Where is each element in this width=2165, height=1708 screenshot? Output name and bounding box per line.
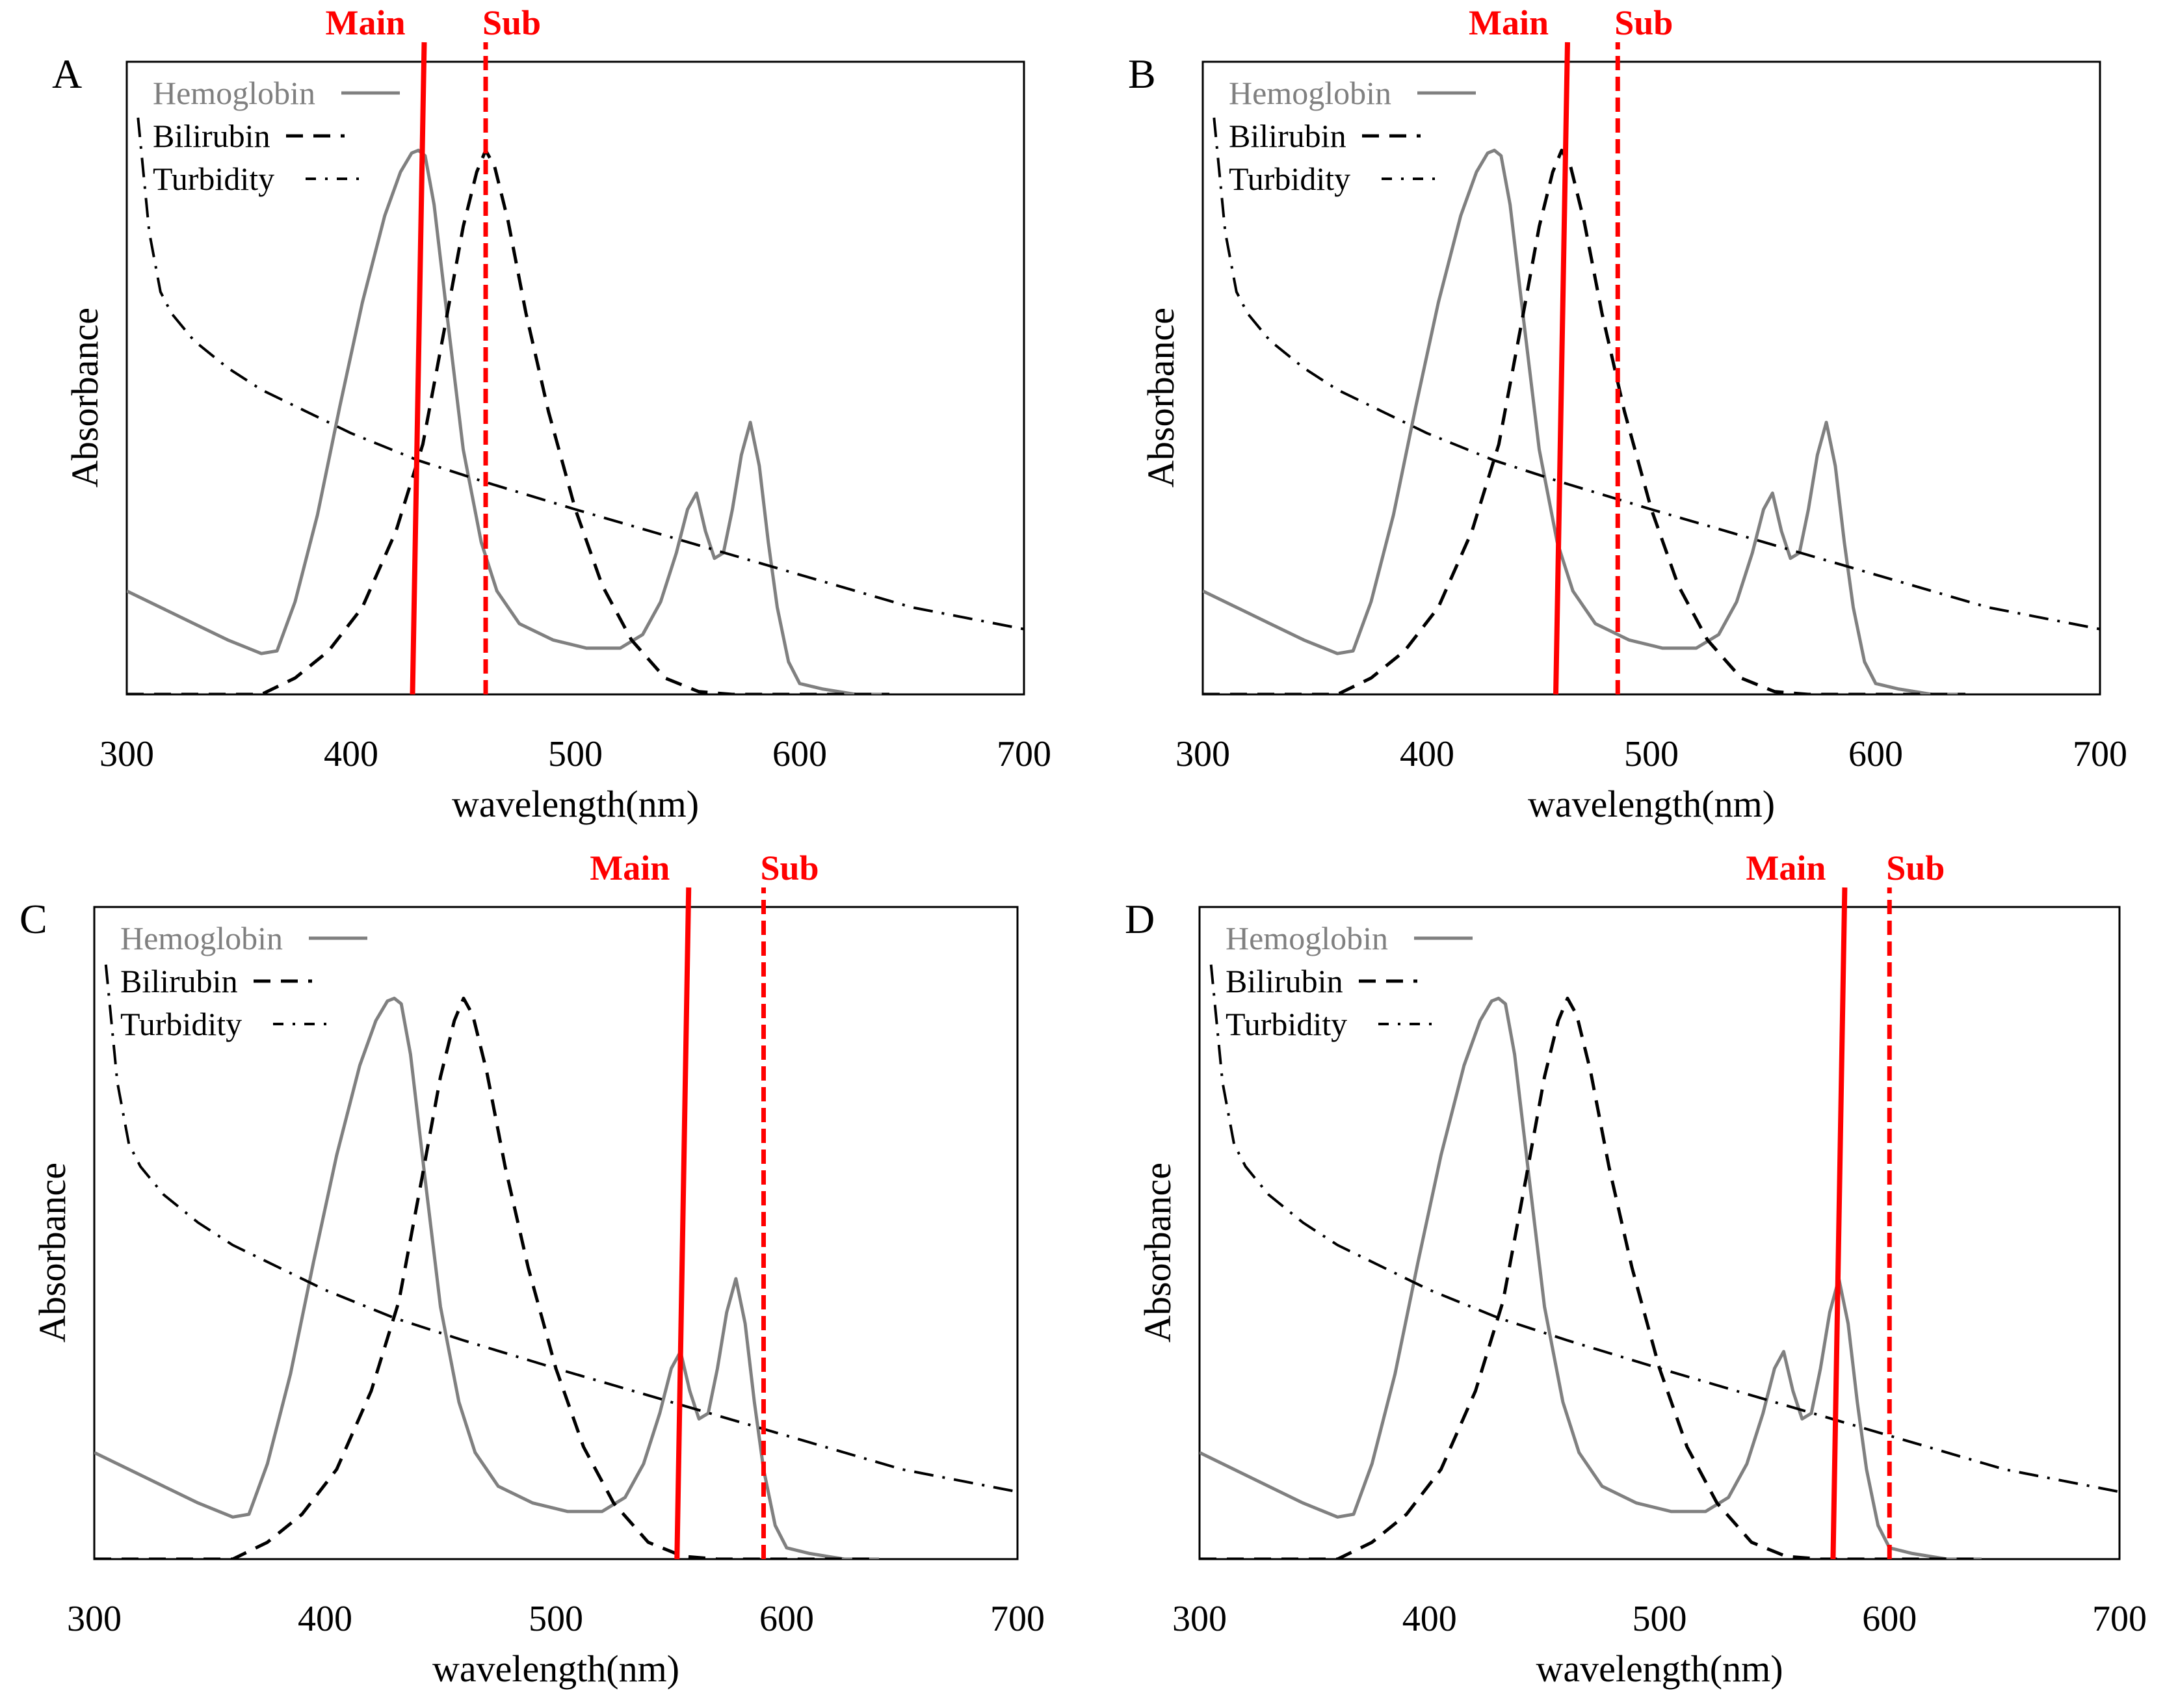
plot-frame bbox=[1201, 60, 2101, 696]
x-tick-label: 500 bbox=[529, 1599, 583, 1639]
sub-marker-label: Sub bbox=[760, 848, 819, 887]
series-group bbox=[1200, 964, 2119, 1559]
legend-label-turbidity: Turbidity bbox=[120, 1006, 242, 1042]
hemoglobin-series-line bbox=[94, 996, 879, 1559]
legend-label-turbidity: Turbidity bbox=[1229, 161, 1350, 197]
turbidity-series-line bbox=[137, 117, 1024, 631]
panel-letter: D bbox=[1125, 896, 1155, 942]
panel-a: A 300 400 500 600 700 wavelength(nm) Absorbance… bbox=[52, 3, 1051, 825]
x-tick-label: 400 bbox=[298, 1599, 352, 1639]
panel-letter: B bbox=[1128, 51, 1156, 97]
main-wavelength-marker bbox=[674, 887, 692, 1560]
bilirubin-series-line bbox=[1203, 148, 1965, 694]
main-wavelength-marker bbox=[1553, 42, 1570, 695]
panel-c: C 300 400 500 600 700 wavelength(nm) Absorbance… bbox=[20, 848, 1045, 1690]
x-tick-label: 500 bbox=[1624, 734, 1679, 774]
main-marker-label: Main bbox=[590, 848, 670, 887]
legend-label-hemoglobin: Hemoglobin bbox=[1226, 920, 1388, 956]
turbidity-series-line bbox=[1209, 964, 2119, 1493]
x-tick-label: 300 bbox=[67, 1599, 122, 1639]
x-tick-label: 500 bbox=[1633, 1599, 1687, 1639]
panel-letter: A bbox=[52, 51, 82, 97]
main-wavelength-marker bbox=[410, 42, 427, 695]
plot-frame bbox=[125, 60, 1025, 696]
legend-label-turbidity: Turbidity bbox=[1226, 1006, 1347, 1042]
panel-b: B 300 400 500 600 700 wavelength(nm) Absorbance… bbox=[1128, 3, 2127, 825]
y-axis-title: Absorbance bbox=[1140, 308, 1182, 488]
y-axis-title: Absorbance bbox=[64, 308, 106, 488]
plot-frame bbox=[1198, 906, 2121, 1560]
legend-label-bilirubin: Bilirubin bbox=[120, 963, 238, 999]
x-tick-label: 400 bbox=[1402, 1599, 1457, 1639]
x-axis-title: wavelength(nm) bbox=[1528, 783, 1775, 825]
legend-label-bilirubin: Bilirubin bbox=[1226, 963, 1343, 999]
main-marker-label: Main bbox=[1469, 3, 1549, 42]
legend-label-hemoglobin: Hemoglobin bbox=[120, 920, 283, 956]
x-tick-label: 600 bbox=[759, 1599, 814, 1639]
y-axis-title: Absorbance bbox=[1136, 1163, 1179, 1343]
y-axis-title: Absorbance bbox=[31, 1163, 73, 1343]
plot-frame bbox=[93, 906, 1019, 1560]
main-marker-label: Main bbox=[1746, 848, 1826, 887]
sub-marker-label: Sub bbox=[1886, 848, 1945, 887]
legend-label-bilirubin: Bilirubin bbox=[153, 118, 270, 154]
panel-letter: C bbox=[20, 896, 47, 942]
turbidity-series-line bbox=[104, 964, 1017, 1493]
x-tick-label: 600 bbox=[1848, 734, 1903, 774]
legend-label-turbidity: Turbidity bbox=[153, 161, 274, 197]
x-tick-label: 400 bbox=[324, 734, 378, 774]
x-axis-title: wavelength(nm) bbox=[452, 783, 699, 825]
main-wavelength-marker bbox=[1830, 887, 1848, 1560]
bilirubin-series-line bbox=[1200, 996, 1982, 1559]
x-tick-label: 600 bbox=[772, 734, 827, 774]
series-group bbox=[1203, 117, 2100, 694]
series-group bbox=[127, 117, 1024, 694]
x-tick-label: 300 bbox=[99, 734, 154, 774]
legend-label-hemoglobin: Hemoglobin bbox=[153, 75, 315, 111]
legend: Hemoglobin Bilirubin Turbidity bbox=[1229, 75, 1476, 197]
legend: Hemoglobin Bilirubin Turbidity bbox=[1226, 920, 1473, 1042]
main-marker-label: Main bbox=[325, 3, 405, 42]
legend: Hemoglobin Bilirubin Turbidity bbox=[153, 75, 400, 197]
x-tick-label: 400 bbox=[1400, 734, 1454, 774]
x-tick-label: 700 bbox=[997, 734, 1051, 774]
hemoglobin-series-line bbox=[1203, 148, 1965, 694]
x-axis-title: wavelength(nm) bbox=[432, 1648, 679, 1690]
x-tick-label: 300 bbox=[1172, 1599, 1227, 1639]
hemoglobin-series-line bbox=[127, 148, 889, 694]
legend-label-bilirubin: Bilirubin bbox=[1229, 118, 1346, 154]
x-tick-label: 600 bbox=[1862, 1599, 1917, 1639]
sub-marker-label: Sub bbox=[1614, 3, 1673, 42]
legend-label-hemoglobin: Hemoglobin bbox=[1229, 75, 1391, 111]
x-tick-label: 700 bbox=[2092, 1599, 2147, 1639]
x-axis-title: wavelength(nm) bbox=[1536, 1648, 1783, 1690]
turbidity-series-line bbox=[1213, 117, 2100, 631]
x-tick-label: 500 bbox=[548, 734, 603, 774]
bilirubin-series-line bbox=[94, 996, 879, 1559]
x-tick-label: 700 bbox=[2073, 734, 2127, 774]
series-group bbox=[94, 964, 1017, 1559]
bilirubin-series-line bbox=[127, 148, 889, 694]
legend: Hemoglobin Bilirubin Turbidity bbox=[120, 920, 367, 1042]
sub-marker-label: Sub bbox=[482, 3, 541, 42]
x-tick-label: 300 bbox=[1175, 734, 1230, 774]
panel-d: D 300 400 500 600 700 wavelength(nm) Absorbance… bbox=[1125, 848, 2147, 1690]
hemoglobin-series-line bbox=[1200, 996, 1982, 1559]
x-tick-label: 700 bbox=[990, 1599, 1045, 1639]
